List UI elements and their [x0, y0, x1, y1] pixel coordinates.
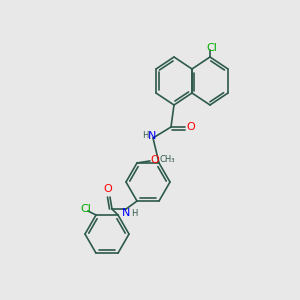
Text: O: O	[103, 184, 112, 194]
Text: Cl: Cl	[81, 204, 92, 214]
Text: Cl: Cl	[207, 43, 218, 53]
Text: O: O	[151, 155, 159, 165]
Text: O: O	[187, 122, 195, 132]
Text: N: N	[122, 208, 130, 218]
Text: CH₃: CH₃	[159, 155, 175, 164]
Text: H: H	[131, 208, 137, 217]
Text: H: H	[142, 131, 148, 140]
Text: N: N	[148, 131, 156, 141]
